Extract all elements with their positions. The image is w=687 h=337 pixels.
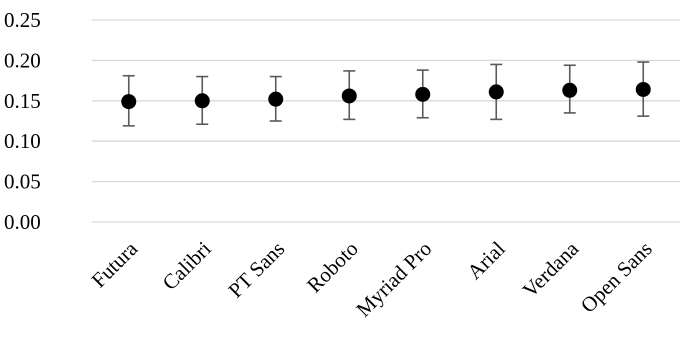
data-point [562, 82, 578, 98]
data-point [194, 93, 210, 109]
x-category-label: Futura [87, 236, 143, 292]
data-point [268, 91, 284, 107]
data-point [341, 88, 357, 104]
y-tick-label: 0.25 [4, 8, 41, 32]
y-tick-label: 0.15 [4, 89, 41, 113]
data-point [415, 86, 431, 102]
data-points [121, 81, 651, 110]
data-point [635, 81, 651, 97]
data-point [488, 84, 504, 100]
x-category-label: Roboto [302, 237, 363, 298]
y-tick-label: 0.00 [4, 210, 41, 234]
x-category-label: Verdana [518, 236, 584, 302]
x-category-label: Open Sans [576, 237, 657, 318]
x-category-label: Calibri [158, 236, 216, 294]
data-point [121, 94, 137, 110]
gridlines [92, 19, 680, 223]
x-category-label: Arial [462, 236, 510, 284]
x-category-label: Myriad Pro [351, 237, 436, 322]
y-tick-label: 0.05 [4, 170, 41, 194]
x-category-label: PT Sans [223, 237, 289, 303]
y-tick-label: 0.20 [4, 48, 41, 72]
y-tick-label: 0.10 [4, 129, 41, 153]
y-axis-tick-labels: 0.00 0.05 0.10 0.15 0.20 0.25 [4, 8, 41, 234]
